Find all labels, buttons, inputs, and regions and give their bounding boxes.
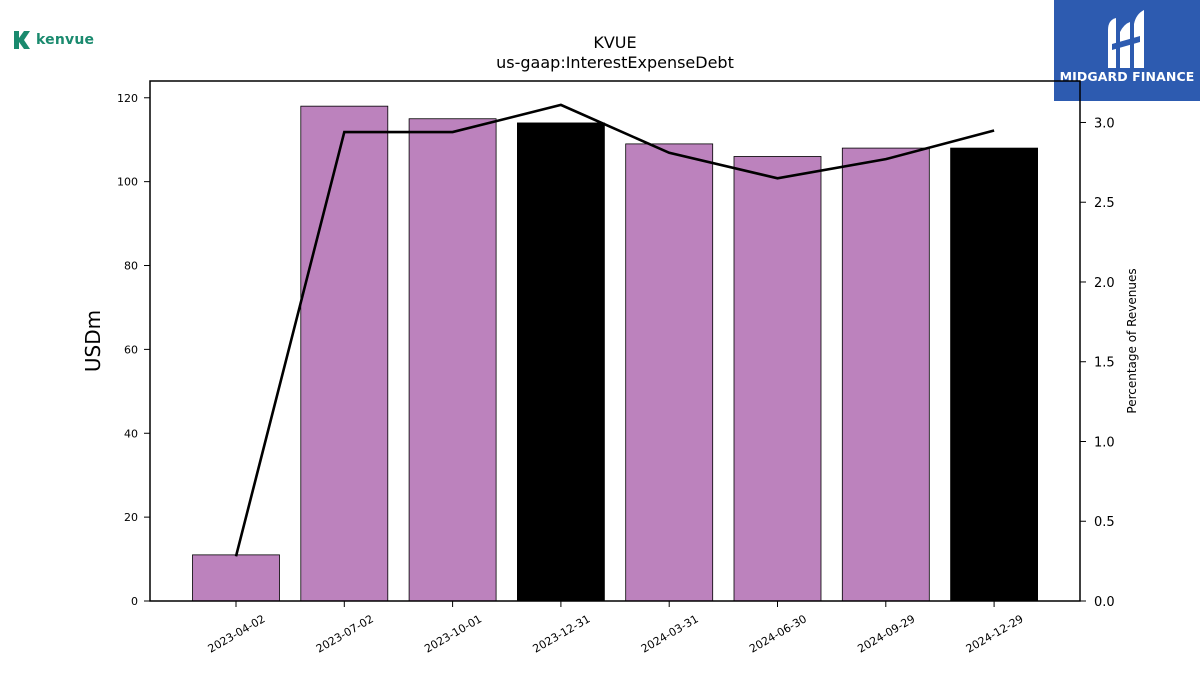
left-axis-ticks: 0 20 40 60 80 100 120 [117, 92, 150, 608]
y-axis-label: USDm [81, 310, 105, 372]
x-tick-label-2023-07-02: 2023-07-02 [314, 612, 376, 655]
bar-2023-10-01 [408, 118, 497, 602]
x-axis-ticks: 2023-04-02 2023-07-02 2023-10-01 2023-12-31… [206, 601, 1026, 656]
chart-subtitle: us-gaap:InterestExpenseDebt [496, 53, 734, 72]
y2-axis-label: Percentage of Revenues [1125, 268, 1139, 413]
plot-frame [149, 80, 1081, 602]
y-tick-label-0: 0 [131, 595, 138, 608]
y2-tick-label-1.5: 1.5 [1094, 356, 1115, 371]
midgard-finance-wordmark: MIDGARD FINANCE [1059, 69, 1195, 84]
x-tick-label-2024-06-30: 2024-06-30 [747, 612, 809, 655]
x-tick-label-2023-04-02: 2023-04-02 [206, 612, 268, 655]
x-tick-label-2023-12-31: 2023-12-31 [531, 612, 593, 655]
midgard-m-icon [1108, 10, 1144, 68]
y-tick-label-80: 80 [124, 260, 138, 273]
bar-2023-07-02 [300, 105, 389, 602]
y2-tick-label-3.0: 3.0 [1094, 116, 1115, 131]
kenvue-wordmark: kenvue [36, 32, 95, 48]
kenvue-k-icon [14, 31, 30, 49]
percentage-line-series [234, 103, 995, 557]
y2-tick-label-0.0: 0.0 [1094, 595, 1115, 610]
bar-2024-12-29 [950, 147, 1038, 602]
y-tick-label-60: 60 [124, 343, 138, 356]
right-axis-ticks: 0.0 0.5 1.0 1.5 2.0 2.5 3.0 [1080, 116, 1115, 610]
y2-tick-label-2.0: 2.0 [1094, 276, 1115, 291]
y-tick-label-20: 20 [124, 511, 138, 524]
y-tick-label-40: 40 [124, 427, 138, 440]
bar-2024-09-29 [841, 147, 930, 602]
y-tick-label-100: 100 [117, 176, 138, 189]
bar-series [192, 105, 1038, 602]
x-tick-label-2024-12-29: 2024-12-29 [964, 612, 1026, 655]
x-tick-label-2023-10-01: 2023-10-01 [422, 612, 484, 655]
bar-2024-06-30 [733, 156, 822, 602]
x-tick-label-2024-09-29: 2024-09-29 [855, 612, 917, 655]
percentage-line [234, 103, 995, 557]
bar-2023-04-02 [192, 554, 280, 602]
y2-tick-label-0.5: 0.5 [1094, 515, 1115, 530]
midgard-finance-logo: MIDGARD FINANCE [1054, 0, 1200, 101]
x-tick-label-2024-03-31: 2024-03-31 [639, 612, 701, 655]
bar-2023-12-31 [517, 122, 605, 602]
y2-tick-label-1.0: 1.0 [1094, 435, 1115, 450]
bar-2024-03-31 [625, 143, 714, 602]
y-tick-label-120: 120 [117, 92, 138, 105]
kenvue-logo: kenvue [12, 28, 94, 52]
y2-tick-label-2.5: 2.5 [1094, 196, 1115, 211]
chart-title: KVUE [593, 33, 636, 52]
